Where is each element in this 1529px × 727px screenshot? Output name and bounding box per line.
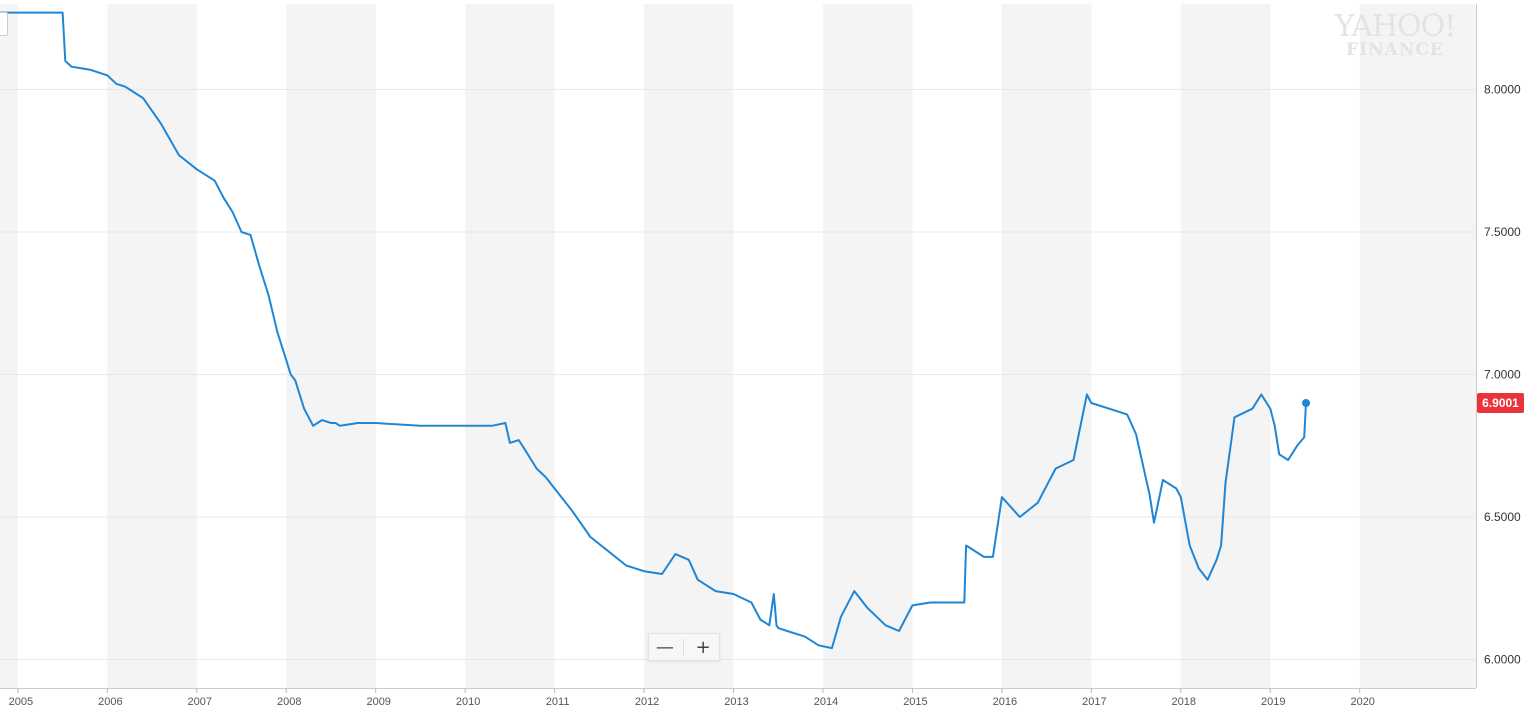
watermark-line2: FINANCE — [1346, 40, 1444, 60]
y-tick-label: 7.0000 — [1484, 368, 1521, 382]
y-axis-ticks: 6.0000 6.5000 7.0000 7.5000 8.0000 — [1484, 83, 1521, 667]
x-tick-label: 2009 — [366, 696, 390, 708]
year-band — [1359, 4, 1476, 688]
price-badge-label: 6.9001 — [1482, 396, 1519, 410]
year-band — [107, 4, 197, 688]
year-band — [286, 4, 376, 688]
horizontal-gridlines — [0, 89, 1476, 660]
year-band — [1180, 4, 1271, 688]
x-tick-label: 2012 — [635, 696, 659, 708]
x-tick-label: 2010 — [456, 696, 480, 708]
x-tick-label: 2011 — [546, 696, 570, 708]
price-badge-bg — [1477, 393, 1524, 413]
y-tick-label: 7.5000 — [1484, 225, 1521, 239]
series-line — [0, 11, 1307, 650]
x-tick-label: 2014 — [814, 696, 838, 708]
x-tick-label: 2020 — [1350, 696, 1374, 708]
yahoo-finance-watermark: YAHOO! FINANCE — [1330, 12, 1460, 59]
y-tick-label: 6.5000 — [1484, 510, 1521, 524]
year-band — [0, 4, 18, 688]
x-tick-label: 2006 — [98, 696, 122, 708]
year-bands — [0, 4, 1476, 688]
year-band — [644, 4, 734, 688]
x-tick-label: 2018 — [1172, 696, 1196, 708]
x-tick-label: 2017 — [1082, 696, 1106, 708]
year-band — [822, 4, 913, 688]
x-tick-label: 2015 — [903, 696, 927, 708]
y-tick-label: 6.0000 — [1484, 653, 1521, 667]
year-band — [1001, 4, 1092, 688]
x-tick-label: 2016 — [993, 696, 1017, 708]
zoom-separator — [683, 639, 685, 655]
watermark-line1: YAHOO! — [1334, 9, 1457, 44]
last-point-marker — [1302, 399, 1311, 407]
x-tick-label: 2013 — [724, 696, 748, 708]
zoom-out-button[interactable]: — — [655, 636, 674, 658]
panel-handle[interactable] — [0, 12, 8, 36]
x-tick-label: 2019 — [1261, 696, 1285, 708]
x-tick-label: 2008 — [277, 696, 301, 708]
zoom-in-button[interactable]: + — [695, 636, 711, 658]
x-axis-ticks: 2005 2006 2007 2008 2009 2010 2011 2012 2013 2014… — [9, 688, 1375, 708]
zoom-control: — + — [648, 633, 720, 661]
y-tick-label: 8.0000 — [1484, 83, 1521, 97]
x-tick-label: 2005 — [9, 696, 33, 708]
last-price-badge: 6.9001 — [1477, 393, 1524, 413]
x-tick-label: 2007 — [188, 696, 212, 708]
year-band — [465, 4, 555, 688]
